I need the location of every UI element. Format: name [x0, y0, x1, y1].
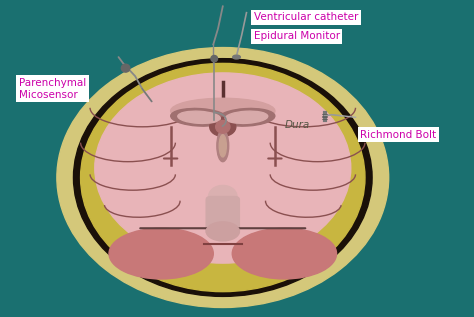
Ellipse shape: [209, 185, 237, 208]
Ellipse shape: [171, 98, 275, 124]
Text: Parenchymal
Micosensor: Parenchymal Micosensor: [19, 78, 86, 100]
Ellipse shape: [73, 59, 372, 296]
Text: Ventricular catheter: Ventricular catheter: [254, 12, 358, 23]
Ellipse shape: [225, 111, 268, 123]
Ellipse shape: [211, 55, 218, 62]
Ellipse shape: [232, 228, 337, 279]
Ellipse shape: [95, 73, 351, 263]
Ellipse shape: [218, 108, 275, 126]
Ellipse shape: [219, 135, 227, 157]
Ellipse shape: [178, 111, 220, 123]
Ellipse shape: [171, 108, 228, 126]
Ellipse shape: [216, 120, 230, 133]
Ellipse shape: [121, 64, 130, 72]
Text: Dura: Dura: [284, 120, 310, 130]
FancyBboxPatch shape: [206, 197, 239, 235]
Ellipse shape: [206, 222, 239, 241]
Ellipse shape: [109, 228, 213, 279]
Text: Richmond Bolt: Richmond Bolt: [360, 130, 437, 140]
Text: Epidural Monitor: Epidural Monitor: [254, 31, 340, 42]
Ellipse shape: [81, 63, 365, 292]
Ellipse shape: [233, 55, 240, 59]
Ellipse shape: [57, 48, 389, 307]
Ellipse shape: [210, 117, 236, 136]
Ellipse shape: [217, 130, 229, 162]
